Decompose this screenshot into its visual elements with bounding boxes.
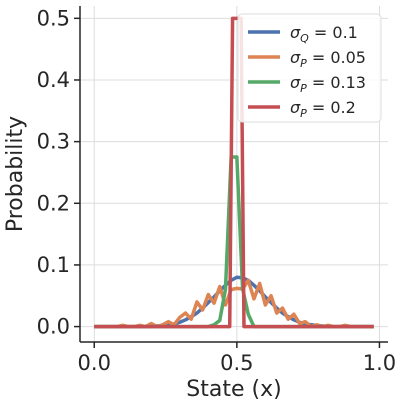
- y-tick-label: 0.2: [37, 191, 70, 215]
- x-axis-label: State (x): [186, 377, 281, 402]
- legend-entry: σP = 0.13: [290, 73, 366, 95]
- legend-entry: σP = 0.05: [290, 48, 366, 70]
- x-tick-label: 0.5: [220, 351, 253, 375]
- legend: σQ = 0.1 σP = 0.05 σP = 0.13 σP = 0.2: [237, 13, 382, 123]
- series-line-1: [94, 278, 374, 329]
- y-tick-label: 0.1: [37, 253, 70, 277]
- legend-entry: σQ = 0.1: [290, 23, 358, 45]
- y-tick-label: 0.3: [37, 130, 70, 154]
- legend-entry: σP = 0.2: [290, 98, 356, 120]
- tick-labels: 0.0 0.5 1.0 0.0 0.1 0.2 0.3 0.4 0.5: [37, 6, 397, 375]
- x-tick-label: 0.0: [78, 351, 111, 375]
- y-tick-label: 0.4: [37, 68, 70, 92]
- legend-box: [237, 13, 382, 123]
- x-tick-label: 1.0: [363, 351, 396, 375]
- axes: [79, 6, 388, 343]
- series-lines: [94, 16, 374, 329]
- y-axis-label: Probability: [3, 116, 28, 232]
- series-line-2: [94, 155, 374, 329]
- y-tick-label: 0.5: [37, 6, 70, 30]
- series-line-3: [94, 16, 374, 329]
- y-tick-label: 0.0: [37, 315, 70, 339]
- series-line-0: [94, 275, 374, 329]
